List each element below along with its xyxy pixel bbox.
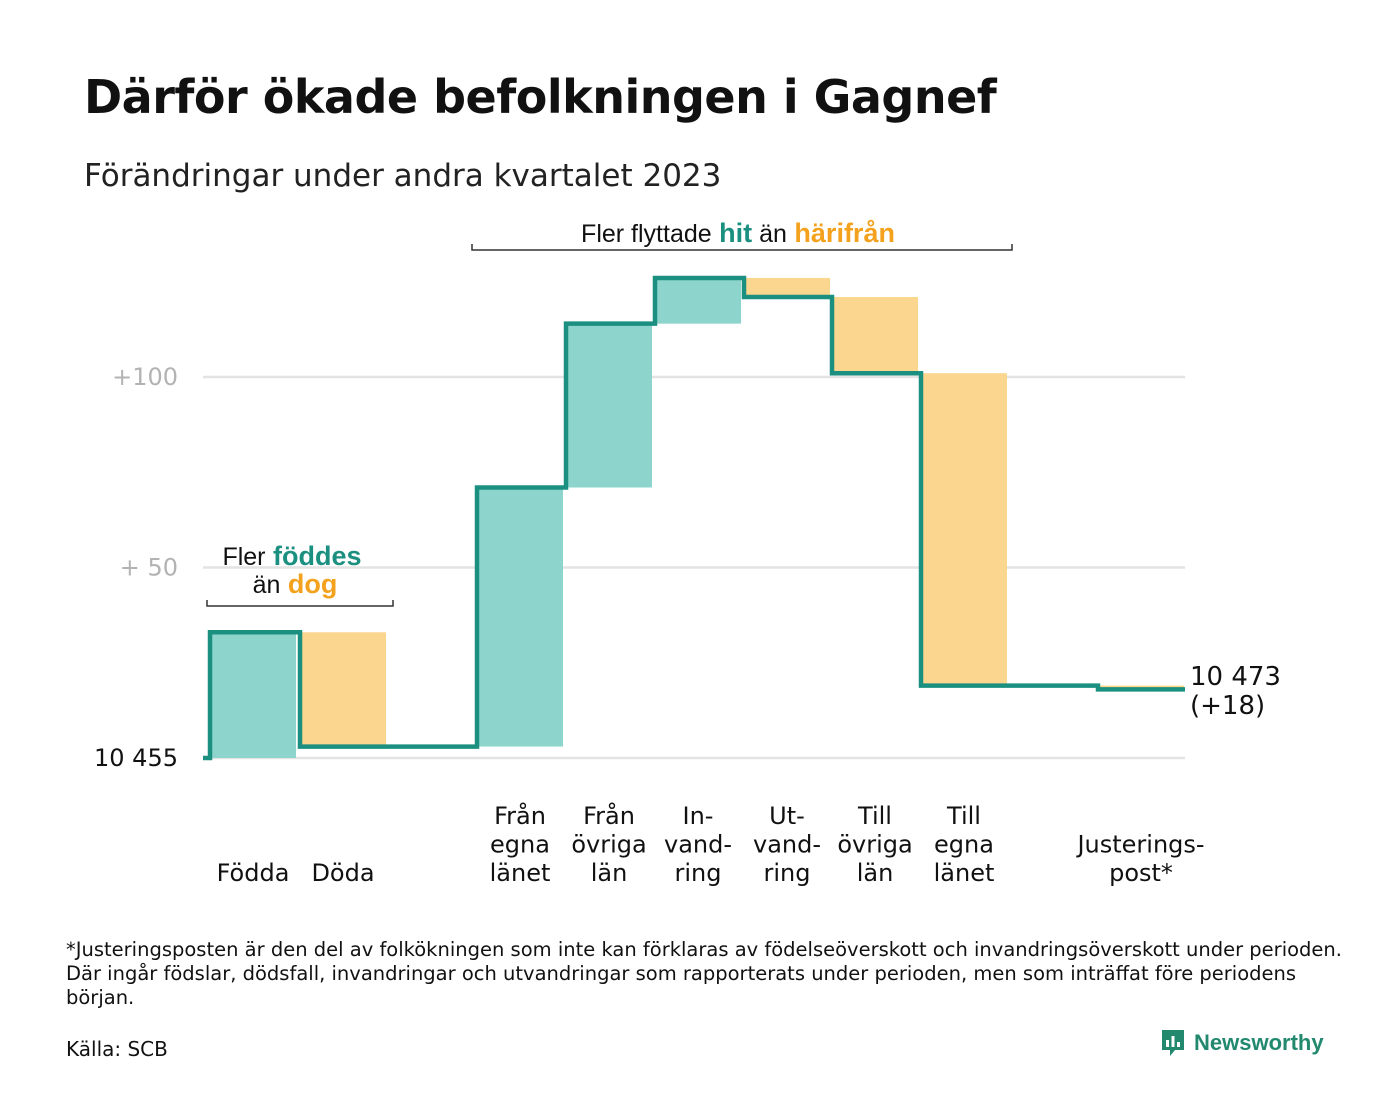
end-value-label: (+18) bbox=[1190, 691, 1265, 721]
category-label: Födda bbox=[217, 859, 290, 887]
chart-subtitle: Förändringar under andra kvartalet 2023 bbox=[84, 158, 722, 194]
newsworthy-logo-icon bbox=[1162, 1030, 1184, 1056]
cumulative-line bbox=[203, 275, 1185, 761]
footnote: *Justeringsposten är den del av folkökni… bbox=[66, 938, 1342, 1009]
category-label: Från egna länet bbox=[490, 801, 551, 887]
brand-logo: Newsworthy bbox=[1160, 1028, 1324, 1058]
migration-bracket bbox=[471, 244, 1013, 251]
waterfall-bar bbox=[566, 323, 652, 488]
waterfall-chart: 10 455 + 50 +100 Födda Döda Från egna länet Från… bbox=[94, 218, 1281, 888]
y-tick-label: +100 bbox=[112, 363, 178, 391]
category-label: Döda bbox=[311, 859, 374, 887]
waterfall-bar bbox=[477, 487, 563, 747]
waterfall-bar bbox=[655, 277, 741, 324]
category-label: Från övriga län bbox=[571, 801, 646, 887]
category-label: In-vand-ring bbox=[664, 802, 732, 887]
source-label: Källa: SCB bbox=[66, 1037, 168, 1061]
y-tick-label: 10 455 bbox=[94, 744, 178, 772]
chart-title: Därför ökade befolkningen i Gagnef bbox=[84, 70, 997, 124]
category-label: Justerings-post* bbox=[1075, 831, 1204, 888]
category-label: Till övriga län bbox=[837, 802, 912, 887]
category-label: Ut-vand-ring bbox=[753, 802, 821, 887]
migration-annotation: Fler flyttade hit än härifrån bbox=[581, 218, 895, 248]
waterfall-bar bbox=[921, 373, 1007, 686]
waterfall-bar bbox=[744, 277, 830, 297]
y-tick-label: + 50 bbox=[120, 554, 178, 582]
births-annotation-line2: än dog bbox=[253, 569, 338, 599]
category-label: Till egna länet bbox=[934, 802, 995, 887]
births-bracket bbox=[206, 600, 394, 607]
brand-name: Newsworthy bbox=[1194, 1030, 1324, 1055]
waterfall-bar bbox=[832, 296, 918, 374]
waterfall-bar bbox=[210, 632, 296, 758]
births-annotation-line1: Fler föddes bbox=[222, 541, 361, 571]
end-value-label: 10 473 bbox=[1190, 662, 1281, 692]
waterfall-bar bbox=[300, 632, 386, 747]
